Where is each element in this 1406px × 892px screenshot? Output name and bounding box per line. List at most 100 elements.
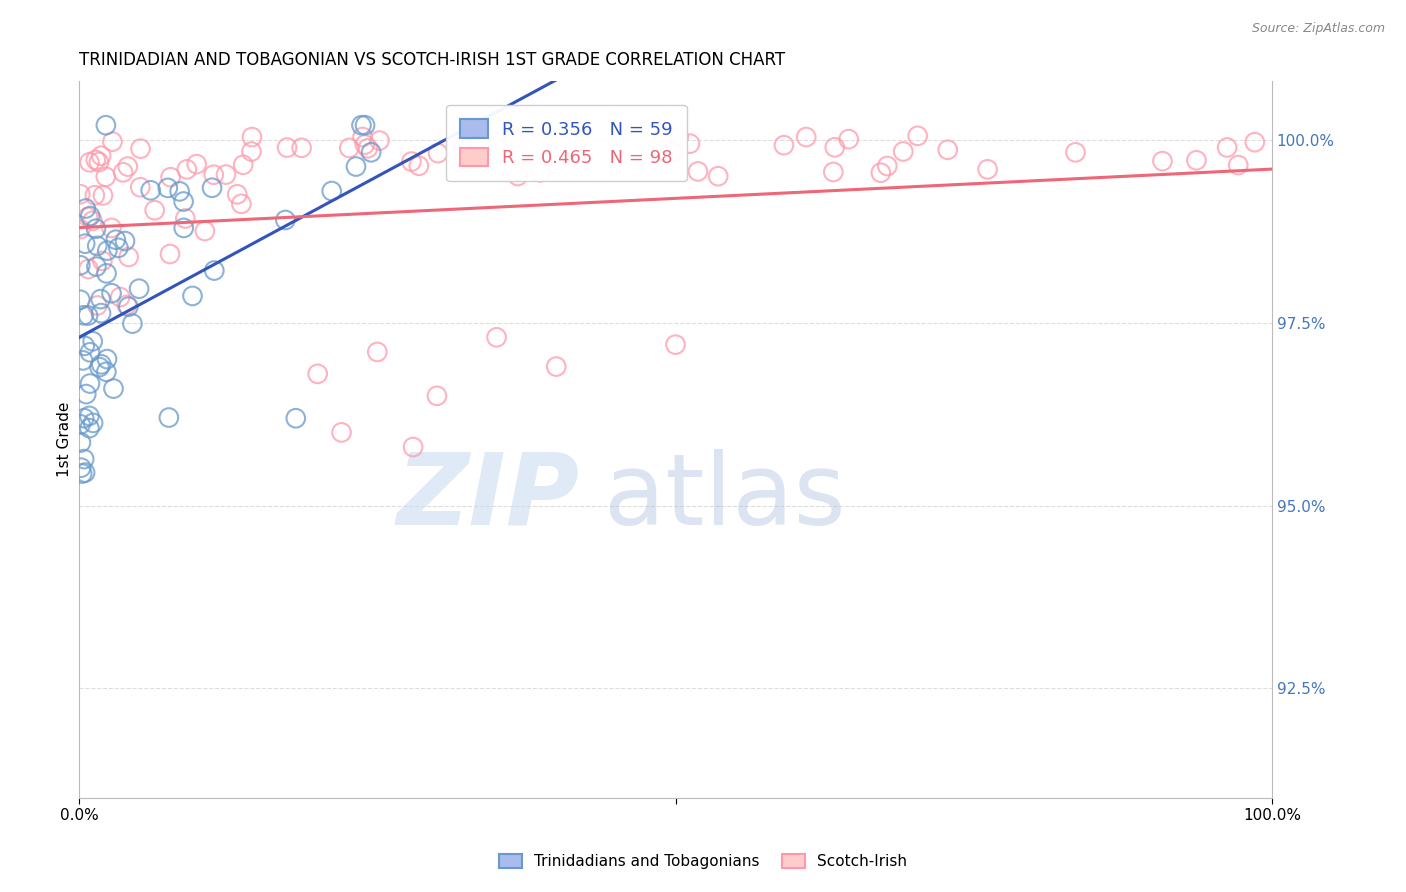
Point xyxy=(194,224,217,238)
Point xyxy=(96,365,118,379)
Point xyxy=(401,154,423,169)
Point xyxy=(96,352,118,367)
Point xyxy=(707,169,730,184)
Legend: Trinidadians and Tobagonians, Scotch-Irish: Trinidadians and Tobagonians, Scotch-Iri… xyxy=(492,848,914,875)
Point xyxy=(664,337,686,351)
Point xyxy=(402,440,425,454)
Point xyxy=(90,292,112,306)
Point xyxy=(869,166,891,180)
Point xyxy=(75,202,97,216)
Point xyxy=(104,233,127,247)
Point xyxy=(129,180,152,194)
Point xyxy=(546,359,568,374)
Text: TRINIDADIAN AND TOBAGONIAN VS SCOTCH-IRISH 1ST GRADE CORRELATION CHART: TRINIDADIAN AND TOBAGONIAN VS SCOTCH-IRI… xyxy=(79,51,785,69)
Point xyxy=(157,410,180,425)
Point xyxy=(72,308,94,322)
Point xyxy=(156,181,179,195)
Point xyxy=(652,130,675,145)
Point xyxy=(100,221,122,235)
Point xyxy=(159,247,181,261)
Point xyxy=(87,155,110,169)
Point xyxy=(112,165,135,179)
Point xyxy=(226,187,249,202)
Point xyxy=(117,250,139,264)
Point xyxy=(100,286,122,301)
Point xyxy=(91,253,114,268)
Point xyxy=(426,389,449,403)
Point xyxy=(976,162,998,177)
Point xyxy=(143,203,166,218)
Point xyxy=(82,334,104,349)
Point xyxy=(408,159,430,173)
Point xyxy=(69,187,91,202)
Point xyxy=(139,183,162,197)
Point xyxy=(91,188,114,202)
Point xyxy=(1185,153,1208,168)
Point xyxy=(69,222,91,236)
Point xyxy=(274,213,297,227)
Point xyxy=(108,290,131,304)
Point xyxy=(96,244,118,258)
Point xyxy=(73,339,96,353)
Point xyxy=(174,211,197,226)
Point xyxy=(79,209,101,223)
Point xyxy=(115,298,138,312)
Point xyxy=(368,134,391,148)
Point xyxy=(679,136,702,151)
Point xyxy=(453,154,475,169)
Point xyxy=(129,142,152,156)
Point xyxy=(90,149,112,163)
Point xyxy=(73,452,96,467)
Point xyxy=(907,128,929,143)
Point xyxy=(202,168,225,182)
Point xyxy=(75,236,97,251)
Point xyxy=(366,345,388,359)
Point xyxy=(1243,135,1265,149)
Point xyxy=(79,155,101,169)
Point xyxy=(1152,154,1174,169)
Point xyxy=(79,376,101,391)
Point xyxy=(128,282,150,296)
Point xyxy=(794,130,817,145)
Point xyxy=(90,357,112,371)
Point xyxy=(506,169,529,183)
Point xyxy=(117,300,139,314)
Text: Source: ZipAtlas.com: Source: ZipAtlas.com xyxy=(1251,22,1385,36)
Point xyxy=(891,145,914,159)
Point xyxy=(240,145,263,159)
Point xyxy=(936,143,959,157)
Point xyxy=(117,160,139,174)
Y-axis label: 1st Grade: 1st Grade xyxy=(58,402,72,477)
Point xyxy=(876,159,898,173)
Point xyxy=(84,221,107,235)
Point xyxy=(89,360,111,375)
Point xyxy=(838,132,860,146)
Point xyxy=(86,260,108,274)
Point xyxy=(485,330,508,344)
Point xyxy=(502,131,524,145)
Point xyxy=(352,130,374,145)
Point xyxy=(79,345,101,359)
Point xyxy=(176,162,198,177)
Point xyxy=(337,141,360,155)
Point xyxy=(69,417,91,432)
Point xyxy=(202,263,225,277)
Point xyxy=(73,411,96,425)
Point xyxy=(82,416,104,430)
Point xyxy=(86,298,108,312)
Point xyxy=(86,239,108,253)
Point xyxy=(529,165,551,179)
Point xyxy=(103,382,125,396)
Point xyxy=(201,181,224,195)
Point xyxy=(75,466,97,480)
Point xyxy=(72,353,94,368)
Point xyxy=(284,411,307,425)
Point xyxy=(77,262,100,277)
Point xyxy=(661,145,683,159)
Point xyxy=(75,387,97,401)
Point xyxy=(357,141,380,155)
Point xyxy=(686,164,709,178)
Point xyxy=(114,234,136,248)
Point xyxy=(69,258,91,272)
Point xyxy=(232,158,254,172)
